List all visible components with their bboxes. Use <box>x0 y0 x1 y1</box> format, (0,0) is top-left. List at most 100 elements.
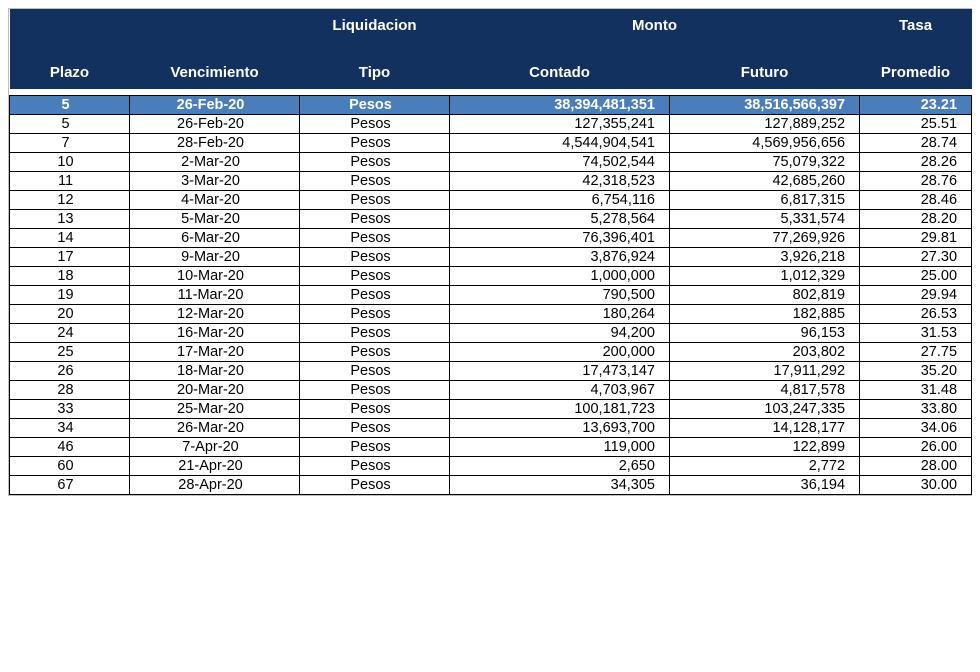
cell-contado: 790,500 <box>450 286 670 305</box>
cell-tipo: Pesos <box>300 343 450 362</box>
cell-vencimiento: 3-Mar-20 <box>130 172 300 191</box>
cell-contado: 4,703,967 <box>450 381 670 400</box>
cell-contado: 200,000 <box>450 343 670 362</box>
cell-vencimiento: 9-Mar-20 <box>130 248 300 267</box>
cell-contado: 13,693,700 <box>450 419 670 438</box>
header-futuro: Futuro <box>670 49 860 89</box>
cell-tipo: Pesos <box>300 229 450 248</box>
cell-tasa: 28.46 <box>860 191 972 210</box>
cell-tasa: 29.94 <box>860 286 972 305</box>
table-row[interactable]: 6021-Apr-20Pesos2,6502,77228.00 <box>10 457 972 476</box>
cell-futuro: 5,331,574 <box>670 210 860 229</box>
cell-contado: 38,394,481,351 <box>450 96 670 115</box>
cell-futuro: 36,194 <box>670 476 860 495</box>
table-row[interactable]: 1911-Mar-20Pesos790,500802,81929.94 <box>10 286 972 305</box>
table-body: 526-Feb-20Pesos38,394,481,35138,516,566,… <box>10 89 972 495</box>
cell-vencimiento: 7-Apr-20 <box>130 438 300 457</box>
table-row[interactable]: 124-Mar-20Pesos6,754,1166,817,31528.46 <box>10 191 972 210</box>
cell-contado: 94,200 <box>450 324 670 343</box>
cell-vencimiento: 11-Mar-20 <box>130 286 300 305</box>
table-row[interactable]: 2618-Mar-20Pesos17,473,14717,911,29235.2… <box>10 362 972 381</box>
cell-tipo: Pesos <box>300 153 450 172</box>
cell-plazo: 17 <box>10 248 130 267</box>
table-row[interactable]: 467-Apr-20Pesos119,000122,89926.00 <box>10 438 972 457</box>
table-row[interactable]: 2820-Mar-20Pesos4,703,9674,817,57831.48 <box>10 381 972 400</box>
header-tasa-line2: Promedio <box>860 49 972 89</box>
cell-futuro: 4,569,956,656 <box>670 134 860 153</box>
cell-futuro: 38,516,566,397 <box>670 96 860 115</box>
table-row[interactable]: 1810-Mar-20Pesos1,000,0001,012,32925.00 <box>10 267 972 286</box>
cell-plazo: 33 <box>10 400 130 419</box>
cell-plazo: 11 <box>10 172 130 191</box>
table-row[interactable]: 526-Feb-20Pesos38,394,481,35138,516,566,… <box>10 96 972 115</box>
table-row[interactable]: 3426-Mar-20Pesos13,693,70014,128,17734.0… <box>10 419 972 438</box>
cell-tasa: 26.53 <box>860 305 972 324</box>
cell-plazo: 26 <box>10 362 130 381</box>
cell-plazo: 24 <box>10 324 130 343</box>
cell-plazo: 10 <box>10 153 130 172</box>
cell-plazo: 13 <box>10 210 130 229</box>
cell-tipo: Pesos <box>300 324 450 343</box>
cell-tasa: 28.74 <box>860 134 972 153</box>
cell-futuro: 2,772 <box>670 457 860 476</box>
table-row[interactable]: 113-Mar-20Pesos42,318,52342,685,26028.76 <box>10 172 972 191</box>
cell-tipo: Pesos <box>300 96 450 115</box>
header-monto-group: Monto <box>450 9 860 49</box>
table-row[interactable]: 2517-Mar-20Pesos200,000203,80227.75 <box>10 343 972 362</box>
cell-futuro: 103,247,335 <box>670 400 860 419</box>
cell-futuro: 75,079,322 <box>670 153 860 172</box>
cell-vencimiento: 18-Mar-20 <box>130 362 300 381</box>
cell-futuro: 3,926,218 <box>670 248 860 267</box>
cell-tipo: Pesos <box>300 286 450 305</box>
cell-plazo: 20 <box>10 305 130 324</box>
cell-futuro: 182,885 <box>670 305 860 324</box>
cell-tipo: Pesos <box>300 305 450 324</box>
cell-vencimiento: 4-Mar-20 <box>130 191 300 210</box>
cell-contado: 180,264 <box>450 305 670 324</box>
cell-contado: 42,318,523 <box>450 172 670 191</box>
cell-vencimiento: 21-Apr-20 <box>130 457 300 476</box>
table-row[interactable]: 728-Feb-20Pesos4,544,904,5414,569,956,65… <box>10 134 972 153</box>
header-tipo: Tipo <box>300 49 450 89</box>
cell-tasa: 28.20 <box>860 210 972 229</box>
cell-plazo: 5 <box>10 96 130 115</box>
cell-tasa: 30.00 <box>860 476 972 495</box>
cell-tasa: 23.21 <box>860 96 972 115</box>
table-row[interactable]: 2012-Mar-20Pesos180,264182,88526.53 <box>10 305 972 324</box>
table-row[interactable]: 102-Mar-20Pesos74,502,54475,079,32228.26 <box>10 153 972 172</box>
cell-vencimiento: 2-Mar-20 <box>130 153 300 172</box>
cell-plazo: 7 <box>10 134 130 153</box>
cell-futuro: 42,685,260 <box>670 172 860 191</box>
cell-tasa: 33.80 <box>860 400 972 419</box>
table-row[interactable]: 3325-Mar-20Pesos100,181,723103,247,33533… <box>10 400 972 419</box>
cell-contado: 1,000,000 <box>450 267 670 286</box>
cell-vencimiento: 26-Feb-20 <box>130 115 300 134</box>
financial-table-container: Liquidacion Monto Tasa Plazo Vencimiento… <box>8 8 972 496</box>
cell-vencimiento: 25-Mar-20 <box>130 400 300 419</box>
cell-contado: 119,000 <box>450 438 670 457</box>
cell-futuro: 127,889,252 <box>670 115 860 134</box>
cell-vencimiento: 17-Mar-20 <box>130 343 300 362</box>
table-row[interactable]: 179-Mar-20Pesos3,876,9243,926,21827.30 <box>10 248 972 267</box>
table-row[interactable]: 146-Mar-20Pesos76,396,40177,269,92629.81 <box>10 229 972 248</box>
table-row[interactable]: 2416-Mar-20Pesos94,20096,15331.53 <box>10 324 972 343</box>
table-row[interactable]: 135-Mar-20Pesos5,278,5645,331,57428.20 <box>10 210 972 229</box>
cell-tasa: 28.26 <box>860 153 972 172</box>
cell-contado: 100,181,723 <box>450 400 670 419</box>
cell-tipo: Pesos <box>300 419 450 438</box>
cell-tipo: Pesos <box>300 172 450 191</box>
cell-tasa: 35.20 <box>860 362 972 381</box>
cell-tipo: Pesos <box>300 267 450 286</box>
cell-futuro: 4,817,578 <box>670 381 860 400</box>
cell-contado: 2,650 <box>450 457 670 476</box>
cell-plazo: 18 <box>10 267 130 286</box>
cell-plazo: 60 <box>10 457 130 476</box>
cell-vencimiento: 16-Mar-20 <box>130 324 300 343</box>
cell-vencimiento: 10-Mar-20 <box>130 267 300 286</box>
cell-contado: 5,278,564 <box>450 210 670 229</box>
cell-vencimiento: 12-Mar-20 <box>130 305 300 324</box>
cell-futuro: 14,128,177 <box>670 419 860 438</box>
table-row[interactable]: 6728-Apr-20Pesos34,30536,19430.00 <box>10 476 972 495</box>
cell-tasa: 25.51 <box>860 115 972 134</box>
table-row[interactable]: 526-Feb-20Pesos127,355,241127,889,25225.… <box>10 115 972 134</box>
